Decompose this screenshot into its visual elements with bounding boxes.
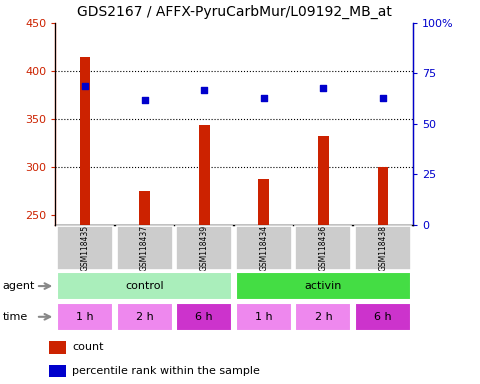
Bar <box>378 167 388 384</box>
Text: 1 h: 1 h <box>255 312 273 322</box>
Text: GSM118435: GSM118435 <box>81 225 89 271</box>
Bar <box>199 125 210 384</box>
Text: 2 h: 2 h <box>314 312 332 322</box>
Point <box>379 94 387 101</box>
Bar <box>258 179 269 384</box>
Bar <box>236 272 411 300</box>
Bar <box>80 57 90 384</box>
Text: 2 h: 2 h <box>136 312 154 322</box>
Text: GSM118436: GSM118436 <box>319 225 328 271</box>
Bar <box>295 303 351 331</box>
Text: GSM118437: GSM118437 <box>140 225 149 271</box>
Text: GSM118439: GSM118439 <box>200 225 209 271</box>
Text: 1 h: 1 h <box>76 312 94 322</box>
Point <box>200 86 208 93</box>
Bar <box>355 225 411 270</box>
Text: activin: activin <box>305 281 342 291</box>
Point <box>81 83 89 89</box>
Text: 6 h: 6 h <box>195 312 213 322</box>
Bar <box>57 272 232 300</box>
Bar <box>295 225 351 270</box>
Bar <box>117 303 173 331</box>
Bar <box>176 225 232 270</box>
Text: GSM118438: GSM118438 <box>379 225 387 271</box>
Text: GSM118434: GSM118434 <box>259 225 268 271</box>
Text: time: time <box>2 312 28 322</box>
Text: control: control <box>125 281 164 291</box>
Bar <box>236 225 292 270</box>
Bar <box>355 303 411 331</box>
Point <box>260 94 268 101</box>
Bar <box>57 303 113 331</box>
Text: percentile rank within the sample: percentile rank within the sample <box>72 366 260 376</box>
Bar <box>236 303 292 331</box>
Bar <box>117 225 173 270</box>
Bar <box>176 303 232 331</box>
Text: count: count <box>72 342 104 352</box>
Bar <box>139 191 150 384</box>
Text: agent: agent <box>2 281 35 291</box>
Bar <box>57 225 113 270</box>
Point <box>320 84 327 91</box>
Bar <box>49 341 66 354</box>
Point <box>141 97 148 103</box>
Title: GDS2167 / AFFX-PyruCarbMur/L09192_MB_at: GDS2167 / AFFX-PyruCarbMur/L09192_MB_at <box>77 5 391 19</box>
Text: 6 h: 6 h <box>374 312 392 322</box>
Bar <box>318 136 329 384</box>
Bar <box>49 364 66 377</box>
